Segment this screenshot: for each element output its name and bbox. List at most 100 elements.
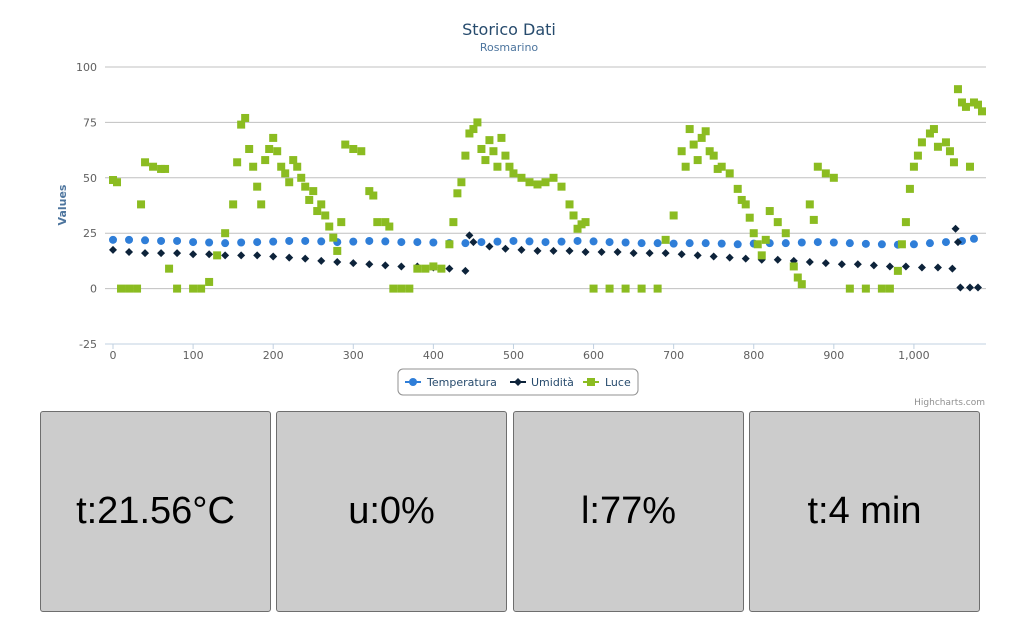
humidity-point [469,238,478,247]
y-tick-label: 75 [83,116,97,129]
light-point [977,107,986,116]
light-point [365,187,374,196]
light-point [297,173,306,182]
temperature-point [637,239,646,248]
light-point [489,147,498,156]
diamond-marker-icon [514,378,522,386]
temperature-point [573,236,582,245]
light-point [505,162,514,171]
light-point [357,147,366,156]
light-point [437,264,446,273]
light-point [213,251,222,260]
light-point [805,200,814,209]
light-point [205,277,214,286]
light-point [885,284,894,293]
light-point [229,200,238,209]
legend-item-umidita[interactable]: Umidità [510,376,574,389]
light-point [473,118,482,127]
light-point [781,229,790,238]
light-point [565,200,574,209]
temperature-point [397,238,406,247]
humidity-point [301,254,310,263]
humidity-point [221,251,230,260]
series-umidit [109,224,982,292]
legend-item-luce[interactable]: Luce [583,376,631,389]
light-point [901,218,910,227]
humidity-point [837,260,846,269]
humidity-point [951,224,960,233]
light-point [285,178,294,187]
light-point [909,162,918,171]
temperature-point [969,234,978,243]
y-tick-label: 50 [83,172,97,185]
light-point [517,173,526,182]
temperature-point [461,239,470,248]
humidity-point [956,283,965,292]
x-tick-label: 900 [823,349,844,362]
light-tile[interactable]: l:77% [513,411,744,612]
humidity-point [333,258,342,267]
temperature-point [813,238,822,247]
temperature-point [717,239,726,248]
light-point [573,224,582,233]
history-chart: Storico Dati Rosmarino -25 0 25 50 75 100 0 10… [56,20,986,408]
x-tick-label: 100 [183,349,204,362]
time-tile[interactable]: t:4 min [749,411,980,612]
light-point [569,211,578,220]
light-point [157,164,166,173]
humidity-point [565,246,574,255]
light-point [313,207,322,216]
light-point [821,169,830,178]
light-point [321,211,330,220]
light-point [189,284,198,293]
temperature-point [285,236,294,245]
light-point [905,184,914,193]
light-point [677,147,686,156]
temperature-point [237,238,246,247]
y-tick-label: 0 [90,283,97,296]
humidity-point [917,263,926,272]
light-point [485,136,494,145]
light-point [341,140,350,149]
light-point [221,229,230,238]
light-point [533,180,542,189]
light-point [457,178,466,187]
humidity-point [965,283,974,292]
legend-item-temperatura[interactable]: Temperatura [405,376,497,389]
light-point [861,284,870,293]
humidity-tile[interactable]: u:0% [276,411,507,612]
humidity-point [821,259,830,268]
humidity-point [661,249,670,258]
light-point [733,184,742,193]
light-point [737,195,746,204]
light-point [421,264,430,273]
x-tick-label: 400 [423,349,444,362]
x-tick-label: 200 [263,349,284,362]
light-point [161,164,170,173]
light-point [197,284,206,293]
light-point [369,191,378,200]
circle-marker-icon [409,378,417,386]
light-point [797,280,806,289]
light-point [249,162,258,171]
light-point [125,284,134,293]
light-point [381,218,390,227]
temperature-tile[interactable]: t:21.56°C [40,411,271,612]
light-point [961,102,970,111]
light-point [761,235,770,244]
temperature-point [221,239,230,248]
light-point [477,144,486,153]
credits-link[interactable]: Highcharts.com [914,398,985,408]
light-point [325,222,334,231]
light-point [117,284,126,293]
x-tick-label: 300 [343,349,364,362]
light-point [109,176,118,185]
humidity-point [501,244,510,253]
humidity-point [365,260,374,269]
light-point [813,162,822,171]
light-point [829,173,838,182]
x-tick-label: 700 [663,349,684,362]
light-point [893,266,902,275]
light-point [557,182,566,191]
light-point [237,120,246,129]
